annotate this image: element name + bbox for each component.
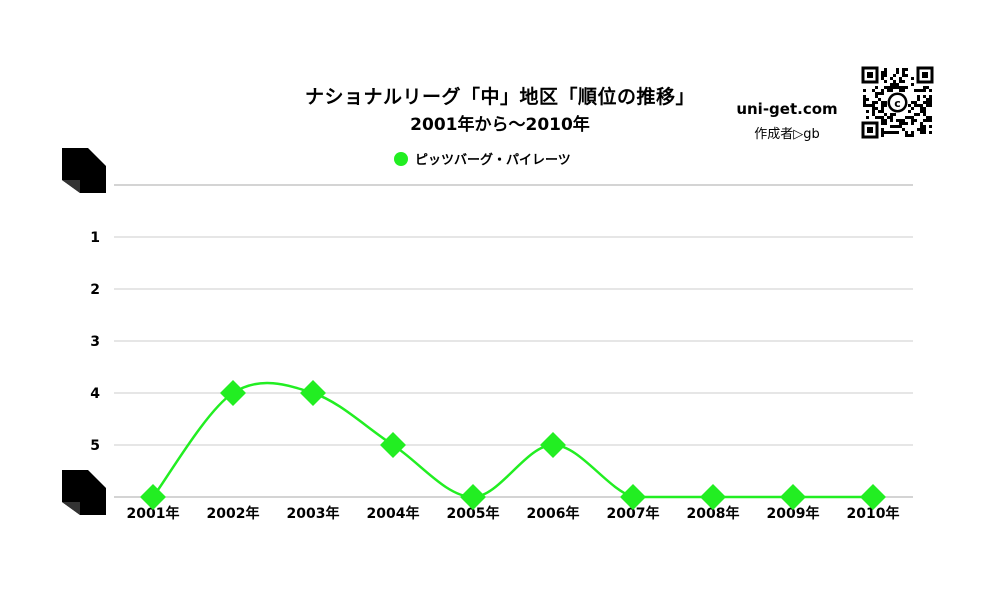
x-tick-label: 2007年 [607,505,660,522]
data-point-marker [300,380,326,406]
brand-author: 作成者▷gb [754,127,820,142]
qr-code-icon: c [861,66,934,139]
data-point-marker [860,484,886,510]
data-point-marker [780,484,806,510]
legend-label: ピッツバーグ・パイレーツ [415,153,571,168]
svg-text:c: c [894,97,901,110]
series-line [152,381,874,499]
x-tick-label: 2008年 [687,505,740,522]
x-tick-label: 2004年 [367,505,420,522]
axis-corner-top-icon [62,148,106,193]
data-point-marker [540,432,566,458]
y-tick-label: 4 [90,386,100,402]
data-point-marker [140,484,166,510]
x-tick-label: 2002年 [207,505,260,522]
y-tick-label: 5 [90,438,100,454]
data-point-marker [380,432,406,458]
legend: ピッツバーグ・パイレーツ [394,149,571,168]
data-point-marker [620,484,646,510]
x-tick-label: 2010年 [847,505,900,522]
chart-subtitle: 2001年から～2010年 [410,115,590,135]
x-tick-label: 2006年 [527,505,580,522]
axis-corner-bottom-icon [62,470,106,515]
y-tick-label: 2 [90,282,100,298]
x-tick-label: 2001年 [127,505,180,522]
y-tick-label: 1 [90,230,100,246]
x-tick-label: 2009年 [767,505,820,522]
data-point-marker [220,380,246,406]
x-tick-label: 2003年 [287,505,340,522]
chart-title: ナショナルリーグ「中」地区「順位の推移」 [304,86,695,108]
data-point-marker [700,484,726,510]
legend-marker [394,151,408,166]
x-tick-label: 2005年 [447,505,500,522]
y-tick-label: 3 [90,334,100,350]
brand-site: uni-get.com [736,100,838,118]
data-point-marker [460,484,486,510]
